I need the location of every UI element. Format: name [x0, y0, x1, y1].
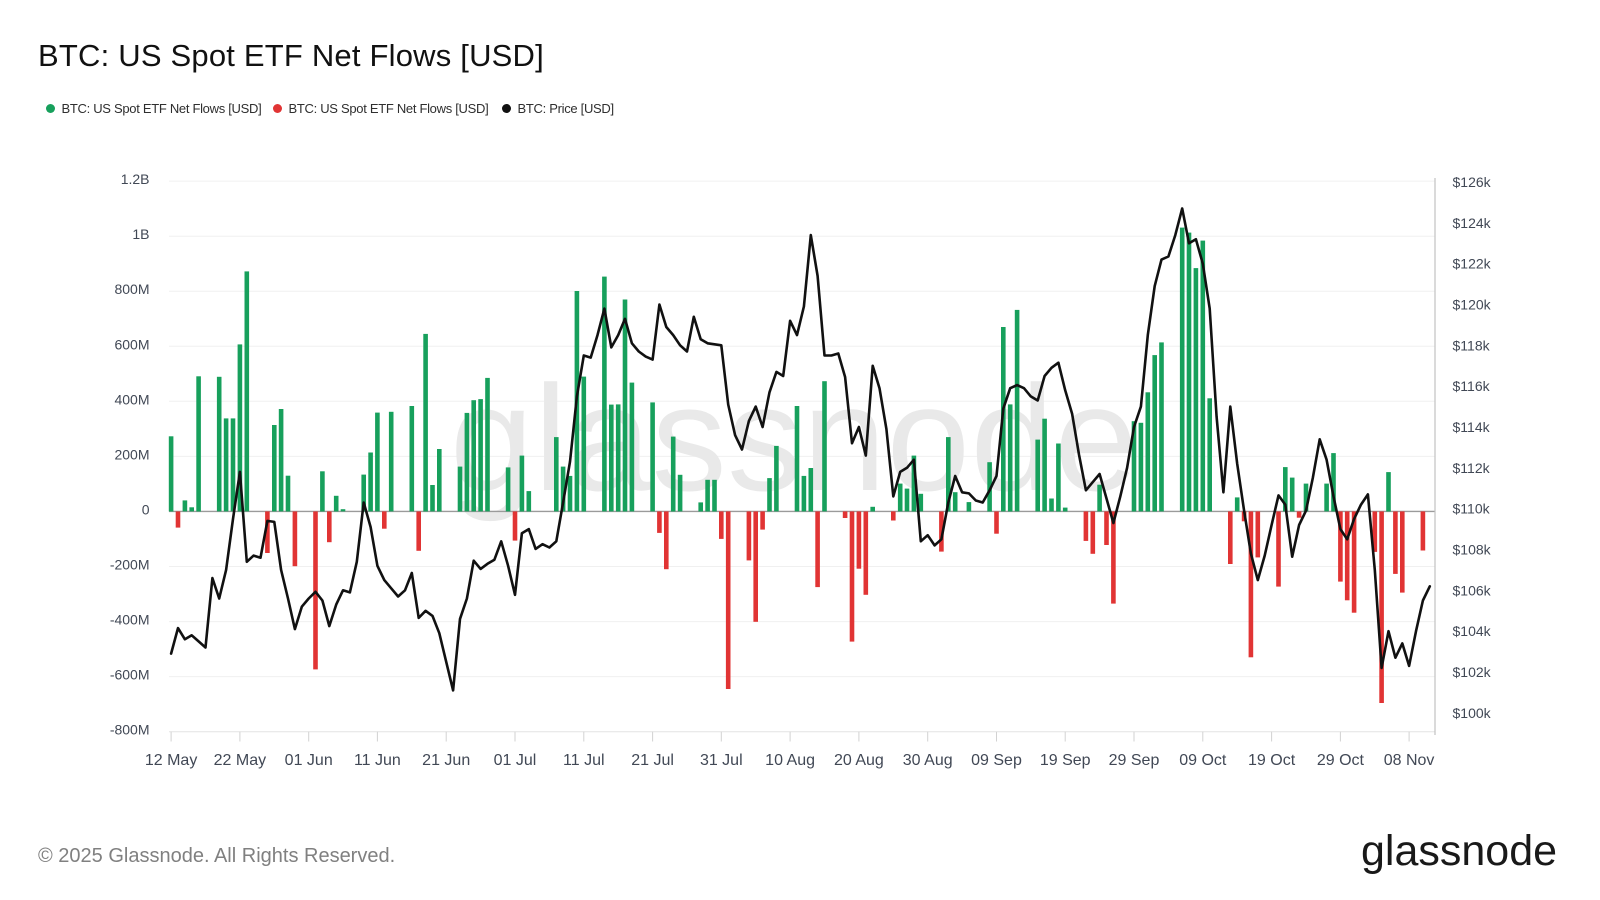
svg-text:21 Jul: 21 Jul	[631, 752, 674, 769]
svg-text:-600M: -600M	[110, 667, 150, 683]
svg-text:08 Nov: 08 Nov	[1384, 752, 1435, 769]
svg-text:09 Sep: 09 Sep	[971, 752, 1022, 769]
svg-text:$110k: $110k	[1453, 501, 1491, 517]
svg-text:10 Aug: 10 Aug	[765, 752, 815, 769]
svg-text:29 Oct: 29 Oct	[1317, 752, 1365, 769]
svg-text:$116k: $116k	[1453, 378, 1491, 394]
svg-text:600M: 600M	[114, 336, 149, 352]
svg-text:$126k: $126k	[1453, 174, 1492, 190]
svg-text:12 May: 12 May	[145, 752, 197, 769]
svg-text:-200M: -200M	[110, 557, 150, 573]
svg-text:30 Aug: 30 Aug	[903, 752, 953, 769]
svg-text:$114k: $114k	[1453, 419, 1491, 435]
svg-text:$120k: $120k	[1453, 297, 1492, 313]
svg-text:200M: 200M	[114, 446, 149, 462]
svg-text:glassnode: glassnode	[450, 354, 1138, 522]
svg-text:11 Jun: 11 Jun	[354, 752, 401, 769]
svg-text:$108k: $108k	[1453, 542, 1492, 558]
svg-text:-400M: -400M	[110, 612, 150, 628]
svg-text:$118k: $118k	[1453, 337, 1491, 353]
svg-text:$106k: $106k	[1453, 582, 1492, 598]
svg-text:800M: 800M	[114, 281, 149, 297]
svg-text:-800M: -800M	[110, 722, 150, 738]
svg-text:$100k: $100k	[1453, 705, 1492, 721]
svg-text:21 Jun: 21 Jun	[422, 752, 470, 769]
svg-text:0: 0	[142, 502, 150, 518]
svg-text:01 Jun: 01 Jun	[285, 752, 333, 769]
svg-text:31 Jul: 31 Jul	[700, 752, 743, 769]
svg-text:29 Sep: 29 Sep	[1109, 752, 1160, 769]
svg-text:$122k: $122k	[1453, 256, 1492, 272]
svg-text:$104k: $104k	[1453, 623, 1492, 639]
svg-text:1.2B: 1.2B	[121, 171, 150, 187]
svg-text:$102k: $102k	[1453, 664, 1492, 680]
svg-text:09 Oct: 09 Oct	[1179, 752, 1227, 769]
svg-text:1B: 1B	[132, 226, 149, 242]
svg-text:$112k: $112k	[1453, 460, 1491, 476]
svg-text:20 Aug: 20 Aug	[834, 752, 884, 769]
svg-text:01 Jul: 01 Jul	[494, 752, 537, 769]
svg-text:$124k: $124k	[1453, 215, 1492, 231]
svg-text:19 Sep: 19 Sep	[1040, 752, 1091, 769]
svg-text:19 Oct: 19 Oct	[1248, 752, 1296, 769]
svg-text:22 May: 22 May	[214, 752, 266, 769]
svg-text:400M: 400M	[114, 391, 149, 407]
svg-text:11 Jul: 11 Jul	[563, 752, 605, 769]
